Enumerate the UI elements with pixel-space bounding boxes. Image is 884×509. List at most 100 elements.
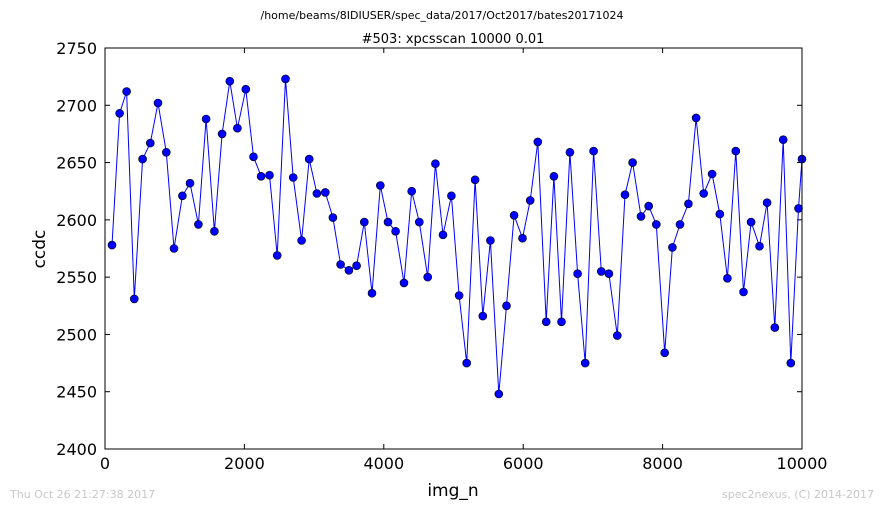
data-point (312, 189, 322, 198)
data-point (447, 191, 456, 201)
data-point (304, 154, 314, 164)
data-point (660, 348, 670, 358)
data-point (596, 267, 606, 276)
data-point (272, 251, 282, 260)
data-point (533, 137, 543, 147)
x-tick-label: 0 (100, 454, 110, 473)
y-tick-label: 2400 (56, 440, 97, 459)
y-axis-label: ccdc (30, 230, 50, 269)
data-point (336, 260, 345, 269)
data-point (225, 76, 235, 86)
data-point (391, 227, 400, 236)
data-point (684, 199, 693, 209)
data-point (715, 209, 725, 219)
data-point (668, 243, 677, 252)
data-point (256, 172, 266, 181)
y-tick-label: 2700 (56, 96, 97, 115)
data-point (153, 98, 163, 108)
data-point (265, 170, 274, 180)
data-point (233, 123, 242, 133)
y-tick-label: 2550 (56, 268, 97, 287)
data-point (185, 178, 195, 188)
data-point (723, 273, 732, 283)
x-tick-label: 10000 (777, 454, 828, 473)
data-point (755, 241, 764, 251)
data-point (699, 189, 709, 198)
data-point (557, 317, 566, 327)
y-tick-label: 2750 (56, 39, 97, 58)
data-point (423, 272, 433, 282)
data-point (509, 211, 519, 220)
data-point (297, 236, 306, 245)
data-point (462, 358, 472, 368)
data-point (115, 109, 124, 118)
plot-frame (104, 47, 803, 450)
data-point (604, 269, 614, 279)
data-point (778, 135, 788, 144)
data-point (130, 294, 139, 304)
data-point (549, 172, 559, 181)
data-point (217, 129, 227, 139)
x-tick-label: 4000 (363, 454, 404, 473)
data-point (122, 87, 131, 96)
x-tick-label: 2000 (224, 454, 265, 473)
data-point (612, 331, 622, 340)
data-point (407, 186, 417, 196)
data-point (328, 213, 338, 222)
data-point (249, 152, 258, 162)
data-point (707, 169, 717, 179)
data-point (565, 148, 575, 157)
y-tick-label: 2500 (56, 325, 97, 344)
data-point (620, 190, 630, 199)
data-point (502, 301, 511, 311)
data-point (739, 287, 748, 297)
data-point (352, 261, 361, 271)
footer-credit: spec2nexus, (C) 2014-2017 (722, 488, 874, 501)
y-tick-label: 2450 (56, 383, 97, 402)
data-point (731, 146, 741, 156)
data-point (675, 220, 685, 229)
data-point (636, 212, 646, 221)
data-point (762, 198, 772, 207)
x-tick-label: 6000 (503, 454, 544, 473)
chart-suptitle: /home/beams/8IDIUSER/spec_data/2017/Oct2… (261, 9, 624, 22)
data-point (178, 191, 187, 201)
data-point (691, 113, 701, 123)
data-point (210, 227, 219, 236)
data-point (194, 220, 203, 229)
chart-title: #503: xpcsscan 10000 0.01 (362, 32, 545, 47)
data-point (281, 74, 290, 84)
x-tick-label: 8000 (642, 454, 683, 473)
data-point (320, 188, 330, 197)
data-point (478, 311, 488, 321)
data-point (580, 358, 590, 368)
data-point (486, 236, 495, 245)
data-point (525, 196, 535, 205)
data-point (454, 291, 464, 300)
data-point (107, 240, 117, 250)
data-point (414, 217, 424, 227)
data-point (288, 173, 298, 182)
data-point (470, 175, 480, 185)
data-point (651, 220, 661, 229)
data-point (644, 201, 654, 211)
data-point (399, 278, 409, 288)
data-point (438, 230, 448, 240)
data-point (746, 217, 756, 227)
data-point (367, 288, 377, 298)
data-point (383, 217, 393, 227)
data-point (794, 204, 803, 213)
data-point (375, 181, 385, 190)
data-point (628, 158, 637, 167)
data-point (162, 148, 171, 157)
data-point (541, 317, 551, 327)
data-point (431, 159, 440, 168)
data-point (494, 389, 504, 399)
series-line (111, 78, 803, 395)
data-point (241, 84, 251, 94)
y-tick-label: 2650 (56, 154, 97, 173)
data-point (169, 244, 179, 253)
data-point (518, 233, 527, 243)
data-point (138, 154, 147, 164)
